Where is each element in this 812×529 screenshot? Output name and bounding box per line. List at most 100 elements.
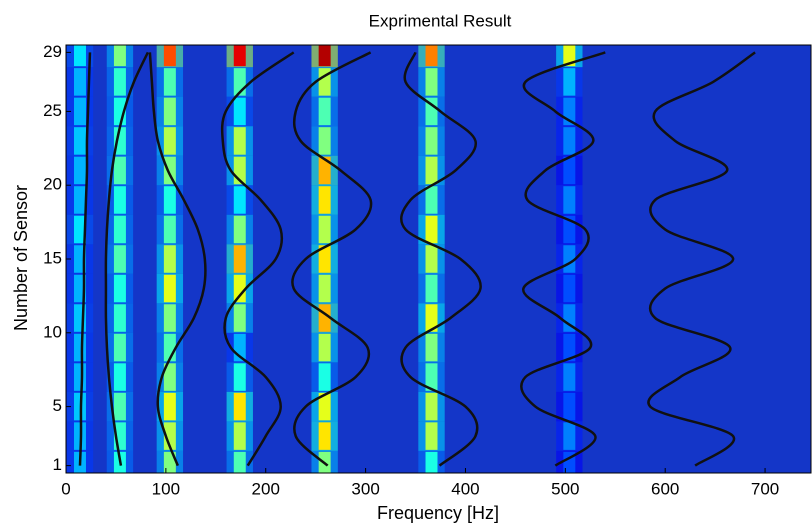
heat-cell bbox=[318, 333, 331, 362]
heat-cell bbox=[113, 97, 126, 126]
heat-cell bbox=[425, 97, 438, 126]
mode-shape-line bbox=[647, 51, 756, 467]
heat-cell bbox=[563, 304, 576, 332]
plot bbox=[66, 45, 811, 473]
y-tick-label: 15 bbox=[43, 248, 62, 267]
mode-shape-line bbox=[104, 51, 150, 466]
heat-cell bbox=[163, 333, 176, 362]
heat-cell bbox=[563, 274, 576, 303]
heat-cell bbox=[563, 245, 576, 273]
heat-cell bbox=[73, 245, 86, 273]
heat-cell bbox=[113, 186, 126, 214]
heat-cell bbox=[73, 274, 86, 303]
x-axis-label: Frequency [Hz] bbox=[377, 503, 499, 523]
heat-cell bbox=[73, 363, 86, 391]
mode-shape-line bbox=[148, 52, 207, 467]
heat-cell bbox=[318, 274, 331, 303]
heat-cell bbox=[73, 333, 86, 362]
heat-cell bbox=[425, 363, 438, 391]
heat-cell bbox=[113, 392, 126, 421]
heat-cell bbox=[233, 333, 246, 362]
heat-cell bbox=[233, 156, 246, 185]
heat-cell bbox=[425, 304, 438, 332]
heat-cell bbox=[563, 127, 576, 155]
heat-cell bbox=[113, 333, 126, 362]
y-axis-label: Number of Sensor bbox=[11, 185, 31, 331]
mode-shape-line bbox=[220, 51, 295, 467]
heat-cell bbox=[425, 392, 438, 421]
heat-cell bbox=[163, 392, 176, 421]
x-tick-label: 300 bbox=[351, 479, 379, 498]
y-tick-label: 20 bbox=[43, 175, 62, 194]
x-tick-label: 700 bbox=[751, 479, 779, 498]
heat-cell bbox=[233, 422, 246, 450]
heat-cell bbox=[233, 304, 246, 332]
x-tick-label: 100 bbox=[152, 479, 180, 498]
heat-cell bbox=[233, 97, 246, 126]
heat-cell bbox=[425, 68, 438, 96]
mode-shape-line bbox=[520, 51, 606, 467]
x-tick-label: 200 bbox=[252, 479, 280, 498]
heat-cell bbox=[563, 363, 576, 391]
heat-cell bbox=[425, 127, 438, 155]
heat-cell bbox=[318, 363, 331, 391]
heat-cell bbox=[113, 127, 126, 155]
heat-cell bbox=[318, 245, 331, 273]
heat-cell bbox=[318, 97, 331, 126]
heat-cell bbox=[73, 215, 86, 244]
heat-cell bbox=[318, 68, 331, 96]
heat-cell bbox=[113, 68, 126, 96]
heat-cell bbox=[233, 45, 246, 67]
heat-cell bbox=[233, 127, 246, 155]
heat-cell bbox=[113, 422, 126, 450]
heat-cell bbox=[233, 215, 246, 244]
heat-cell bbox=[163, 422, 176, 450]
heat-cell bbox=[163, 245, 176, 273]
heat-cell bbox=[425, 45, 438, 67]
heat-cell bbox=[318, 186, 331, 214]
heat-cell bbox=[73, 186, 86, 214]
heat-cell bbox=[113, 274, 126, 303]
x-tick-label: 0 bbox=[61, 479, 70, 498]
heat-cell bbox=[163, 45, 176, 67]
heat-cell bbox=[163, 304, 176, 332]
heat-cell bbox=[563, 215, 576, 244]
mode-shape-line bbox=[400, 51, 482, 467]
y-tick-label: 1 bbox=[53, 455, 62, 474]
x-tick-label: 400 bbox=[451, 479, 479, 498]
heat-cell bbox=[163, 274, 176, 303]
heat-cell bbox=[425, 245, 438, 273]
heat-cell bbox=[425, 215, 438, 244]
heat-cell bbox=[233, 451, 246, 473]
heat-cell bbox=[73, 97, 86, 126]
heat-cell bbox=[563, 422, 576, 450]
heat-cell bbox=[163, 215, 176, 244]
heat-cell bbox=[563, 68, 576, 96]
heat-cell bbox=[318, 127, 331, 155]
heat-cell bbox=[318, 304, 331, 332]
y-tick-label: 29 bbox=[43, 42, 62, 61]
mode-shape-line bbox=[291, 51, 373, 467]
heat-cell bbox=[73, 45, 86, 67]
heat-cell bbox=[563, 392, 576, 421]
heat-cell bbox=[163, 127, 176, 155]
heat-cell bbox=[318, 451, 331, 473]
heat-cell bbox=[113, 245, 126, 273]
heat-cell bbox=[318, 215, 331, 244]
heat-cell bbox=[113, 215, 126, 244]
heat-cell bbox=[425, 274, 438, 303]
heat-cell bbox=[318, 422, 331, 450]
heat-cell bbox=[163, 97, 176, 126]
heat-cell bbox=[563, 451, 576, 473]
heat-cell bbox=[73, 156, 86, 185]
heat-cell bbox=[425, 333, 438, 362]
heat-cell bbox=[318, 45, 331, 67]
heat-cell bbox=[233, 363, 246, 391]
chart-title: Exprimental Result bbox=[369, 11, 512, 30]
plot-frame bbox=[65, 44, 812, 474]
heat-cell bbox=[163, 186, 176, 214]
heat-cell bbox=[73, 304, 86, 332]
heat-cell bbox=[113, 45, 126, 67]
heat-cell bbox=[113, 304, 126, 332]
